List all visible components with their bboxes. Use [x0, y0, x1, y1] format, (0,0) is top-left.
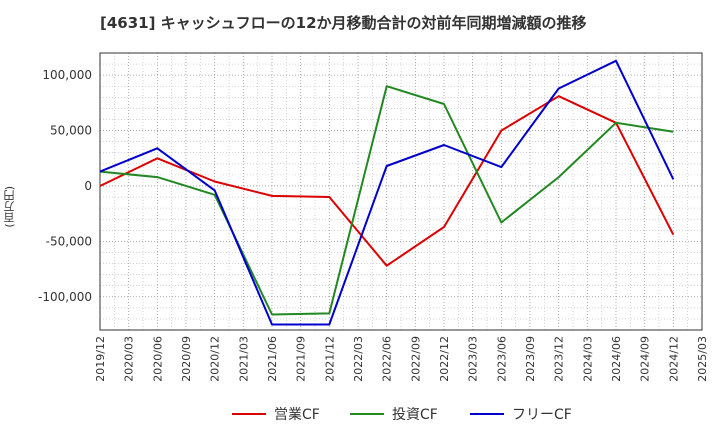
x-tick-label: 2025/03 [696, 336, 709, 382]
y-tick-label: -100,000 [38, 290, 92, 304]
x-tick-label: 2023/06 [495, 336, 508, 382]
series-line [99, 95, 675, 267]
series-lines [99, 59, 675, 326]
x-tick-label: 2024/09 [639, 336, 652, 382]
legend: 営業CF 投資CF フリーCF [232, 407, 572, 423]
legend-label: 投資CF [392, 407, 438, 423]
legend-label: 営業CF [274, 407, 320, 423]
series-line [99, 59, 675, 326]
y-tick-label: -50,000 [46, 234, 92, 248]
y-tick-label: 50,000 [50, 124, 92, 138]
y-tick-label: 0 [84, 179, 92, 193]
x-tick-label: 2022/12 [438, 336, 451, 382]
x-tick-label: 2023/12 [553, 336, 566, 382]
plot-frame [99, 52, 703, 331]
x-tick-label: 2019/12 [94, 336, 107, 382]
x-tick-label: 2024/06 [610, 336, 623, 382]
chart-title: [4631] キャッシュフローの12か月移動合計の対前年同期増減額の推移 [100, 14, 587, 32]
x-tick-label: 2021/09 [295, 336, 308, 382]
axes: 100,000 50,000 0 -50,000 -100,000 2019/12 2020… [38, 52, 709, 382]
x-tick-label: 2020/06 [151, 336, 164, 382]
x-tick-label: 2024/12 [667, 336, 680, 382]
x-tick-label: 2023/09 [524, 336, 537, 382]
x-tick-label: 2020/03 [123, 336, 136, 382]
series-line [99, 85, 674, 316]
x-tick-label: 2020/09 [180, 336, 193, 382]
x-tick-label: 2022/06 [381, 336, 394, 382]
x-tick-label: 2024/03 [581, 336, 594, 382]
x-tick-label: 2022/09 [409, 336, 422, 382]
y-tick-label: 100,000 [42, 68, 92, 82]
x-tick-label: 2022/03 [352, 336, 365, 382]
x-tick-label: 2021/06 [266, 336, 279, 382]
x-tick-label: 2021/03 [237, 336, 250, 382]
x-tick-label: 2020/12 [209, 336, 222, 382]
legend-label: フリーCF [512, 407, 572, 423]
x-tick-label: 2021/12 [323, 336, 336, 382]
x-tick-label: 2023/03 [467, 336, 480, 382]
